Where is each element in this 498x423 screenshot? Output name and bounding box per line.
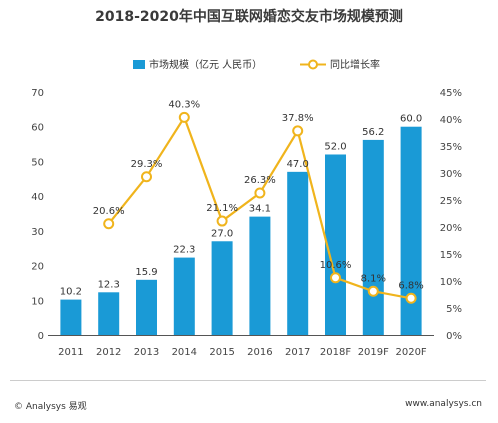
y-left-tick-label: 50 <box>31 157 44 168</box>
bar <box>249 216 271 335</box>
footer-divider <box>10 380 486 381</box>
x-tick-label: 2017 <box>285 347 310 358</box>
x-tick-label: 2015 <box>209 347 234 358</box>
line-series <box>103 111 417 304</box>
y-right-tick-label: 0% <box>446 331 462 342</box>
x-tick-label: 2013 <box>134 347 159 358</box>
bar-value-label: 34.1 <box>249 204 271 215</box>
y-right-tick-label: 20% <box>440 223 462 234</box>
x-axis: 2011 2012 2013 2014 2015 2016 2017 2018F 2019F 20… <box>48 335 434 358</box>
bar <box>287 171 309 335</box>
bar <box>400 126 422 335</box>
bar <box>211 241 233 335</box>
bar-value-label: 56.2 <box>362 127 384 138</box>
y-right-tick-label: 30% <box>440 169 462 180</box>
line-point <box>330 272 341 284</box>
line-data-labels: 20.6% 29.3% 40.3% 21.1% 26.3% 37.8% 10.6% 8.1% 6… <box>93 99 424 291</box>
line-value-label: 37.8% <box>282 113 314 124</box>
bar-value-label: 52.0 <box>324 141 346 152</box>
line-value-label: 8.1% <box>361 273 386 284</box>
line-value-label: 10.6% <box>320 260 352 271</box>
x-tick-label: 2019F <box>358 347 389 358</box>
line-value-label: 29.3% <box>131 159 163 170</box>
legend-marker-line <box>308 59 318 70</box>
line-point <box>141 171 152 183</box>
line-point <box>405 292 417 304</box>
line-value-label: 40.3% <box>168 99 200 110</box>
bar-series <box>60 126 422 335</box>
y-right-tick-label: 15% <box>440 250 462 261</box>
copyright-text: © Analysys 易观 <box>14 402 87 412</box>
y-left-tick-label: 20 <box>31 262 44 273</box>
y-left-tick-label: 10 <box>31 296 44 307</box>
y-right-tick-label: 45% <box>440 88 462 99</box>
x-tick-label: 2016 <box>247 347 272 358</box>
bar-value-label: 47.0 <box>287 159 309 170</box>
line-point <box>367 285 379 297</box>
line-point <box>254 187 266 199</box>
line-point <box>103 218 115 230</box>
x-tick-label: 2020F <box>395 347 426 358</box>
y-axis-left: 0 10 20 30 40 50 60 70 <box>31 88 44 342</box>
bar <box>136 279 157 335</box>
bar <box>173 257 195 335</box>
bar <box>362 139 384 335</box>
x-tick-label: 2011 <box>58 347 83 358</box>
y-left-tick-label: 40 <box>31 192 44 203</box>
line-value-label: 21.1% <box>206 203 238 214</box>
legend-swatch-bar <box>133 60 145 69</box>
bar <box>98 292 120 335</box>
legend: 市场规模（亿元 人民币） 同比增长率 <box>133 58 380 71</box>
bar-value-label: 22.3 <box>173 245 195 256</box>
x-tick-label: 2018F <box>320 347 351 358</box>
bar-value-label: 10.2 <box>60 287 82 298</box>
y-left-tick-label: 0 <box>38 331 44 342</box>
y-right-tick-label: 35% <box>440 142 462 153</box>
website-link: www.analysys.cn <box>405 399 482 409</box>
line-value-label: 20.6% <box>93 206 125 217</box>
legend-label-bar: 市场规模（亿元 人民币） <box>149 58 262 71</box>
x-tick-label: 2012 <box>96 347 121 358</box>
bar <box>325 154 346 335</box>
bar-value-label: 60.0 <box>400 114 422 125</box>
y-left-tick-label: 70 <box>31 88 44 99</box>
y-left-tick-label: 30 <box>31 227 44 238</box>
legend-label-line: 同比增长率 <box>330 58 380 71</box>
y-right-tick-label: 25% <box>440 196 462 207</box>
y-right-tick-label: 40% <box>440 115 462 126</box>
line-point <box>178 111 190 123</box>
bar-value-label: 12.3 <box>98 279 120 290</box>
y-right-tick-label: 10% <box>440 277 462 288</box>
y-left-tick-label: 60 <box>31 123 44 134</box>
y-axis-right: 0% 5% 10% 15% 20% 25% 30% 35% 40% 45% <box>440 88 462 342</box>
line-point <box>216 215 228 227</box>
x-tick-label: 2014 <box>172 347 197 358</box>
bar <box>60 299 82 335</box>
chart-title: 2018-2020年中国互联网婚恋交友市场规模预测 <box>95 9 403 25</box>
bar-value-label: 15.9 <box>135 267 157 278</box>
y-right-tick-label: 5% <box>446 304 462 315</box>
bar-data-labels: 10.2 12.3 15.9 22.3 27.0 34.1 47.0 52.0 56.2 60.0 <box>60 114 422 298</box>
bar-value-label: 27.0 <box>211 228 233 239</box>
line-value-label: 26.3% <box>244 175 276 186</box>
line-value-label: 6.8% <box>398 280 423 291</box>
line-point <box>292 125 304 137</box>
